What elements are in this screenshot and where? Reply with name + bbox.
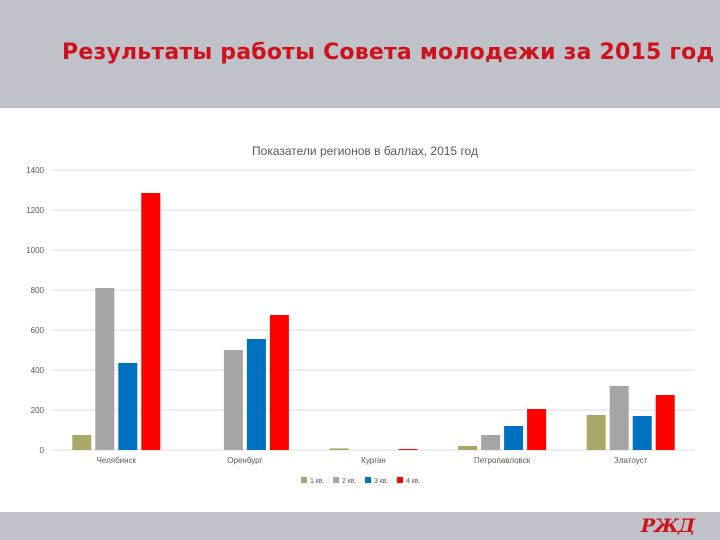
bar-5-3: [632, 416, 652, 450]
x-axis-ticks: Челябинск Оренбург Курган Петропавловск Злат…: [97, 456, 648, 465]
bar-5-2: [609, 386, 629, 450]
bar-2-2: [223, 350, 243, 450]
y-tick-label: 1000: [26, 246, 44, 255]
slide-title: Результаты работы Совета молодежи за 201…: [62, 40, 715, 65]
y-tick-label: 800: [31, 286, 45, 295]
legend-label: 3 кв.: [374, 478, 389, 485]
bar-1-3: [118, 363, 138, 450]
bar-1-1: [72, 435, 92, 450]
legend-label: 2 кв.: [342, 478, 357, 485]
y-tick-label: 200: [31, 406, 45, 415]
y-tick-label: 600: [31, 326, 45, 335]
y-tick-label: 400: [31, 366, 45, 375]
x-tick-label: Курган: [361, 456, 386, 465]
bar-2-3: [246, 339, 266, 450]
x-tick-label: Челябинск: [97, 456, 137, 465]
x-tick-label: Петропавловск: [474, 456, 531, 465]
bar-1-4: [141, 193, 161, 450]
bar-3-4: [398, 449, 418, 450]
x-tick-label: Оренбург: [227, 456, 262, 465]
slide-header: Результаты работы Совета молодежи за 201…: [0, 0, 720, 108]
x-tick-label: Златоуст: [614, 456, 648, 465]
slide-footer: РЖД: [0, 512, 720, 540]
y-tick-label: 1200: [26, 206, 44, 215]
bar-2-4: [269, 315, 289, 450]
bar-4-4: [527, 409, 547, 450]
bar-chart: Показатели регионов в баллах, 2015 год 0…: [26, 144, 695, 485]
bar-4-3: [504, 426, 524, 450]
legend-swatch: [333, 477, 339, 483]
chart-legend: 1 кв. 2 кв. 3 кв. 4 кв.: [301, 477, 421, 485]
legend-swatch: [397, 477, 403, 483]
bar-3-1: [329, 448, 349, 450]
bar-4-2: [481, 435, 501, 450]
y-axis-ticks: 0 200 400 600 800 1000 1200 1400: [26, 166, 44, 455]
chart-bars: [72, 193, 675, 450]
y-tick-label: 1400: [26, 166, 44, 175]
bar-5-1: [586, 415, 606, 450]
rzd-logo: РЖД: [640, 515, 695, 537]
bar-4-1: [458, 446, 478, 450]
legend-swatch: [365, 477, 371, 483]
bar-1-2: [95, 288, 115, 450]
legend-label: 4 кв.: [406, 478, 421, 485]
legend-label: 1 кв.: [310, 478, 325, 485]
chart-title: Показатели регионов в баллах, 2015 год: [252, 144, 478, 158]
y-tick-label: 0: [40, 446, 45, 455]
legend-swatch: [301, 477, 307, 483]
bar-5-4: [655, 395, 675, 450]
